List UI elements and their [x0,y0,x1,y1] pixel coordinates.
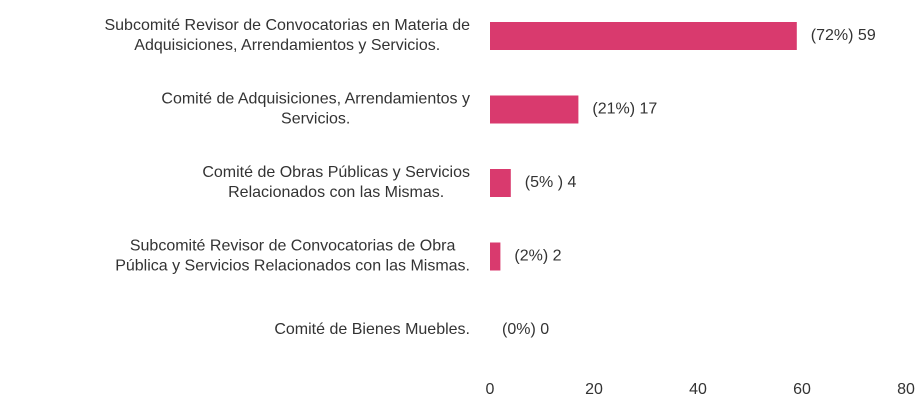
category-label-line: Servicios. [281,111,350,128]
x-tick-label: 20 [585,381,603,398]
x-tick-label: 60 [793,381,811,398]
bar [490,95,579,124]
category-label-line: Comité de Adquisiciones, Arrendamientos … [161,91,470,108]
category-label-line: Subcomité Revisor de Convocatorias de Ob… [130,238,456,255]
category-label: Subcomité Revisor de Convocatorias en Ma… [104,17,470,54]
value-label: (72%) 59 [811,27,876,44]
value-label: (2%) 2 [514,248,561,265]
bar [490,169,511,197]
bar [490,242,501,271]
category-label: Comité de Obras Públicas y Servicios Rela… [202,164,470,201]
category-label-line: Relacionados con las Mismas. [228,184,444,201]
category-label: Subcomité Revisor de Convocatorias de Ob… [115,238,470,275]
category-label: Comité de Adquisiciones, Arrendamientos … [161,91,470,128]
bar [490,22,797,50]
category-label-line: Pública y Servicios Relacionados con las… [115,258,470,275]
category-label-line: Comité de Obras Públicas y Servicios [202,164,470,181]
category-label: Comité de Bienes Muebles. [274,321,470,338]
x-tick-label: 0 [486,381,495,398]
x-tick-label: 40 [689,381,707,398]
value-label: (5% ) 4 [525,174,577,191]
category-label-line: Adquisiciones, Arrendamientos y Servicio… [134,37,440,54]
value-label: (21%) 17 [592,101,657,118]
x-tick-label: 80 [897,381,915,398]
category-label-line: Comité de Bienes Muebles. [274,321,470,338]
value-label: (0%) 0 [502,321,549,338]
category-label-line: Subcomité Revisor de Convocatorias en Ma… [104,17,470,34]
